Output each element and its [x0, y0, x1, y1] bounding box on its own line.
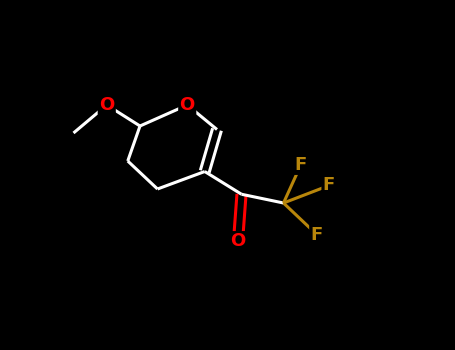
Text: O: O — [99, 96, 114, 114]
Text: F: F — [323, 176, 335, 195]
Text: F: F — [295, 155, 307, 174]
Text: O: O — [180, 96, 195, 114]
Text: F: F — [311, 225, 323, 244]
Text: O: O — [230, 232, 246, 251]
